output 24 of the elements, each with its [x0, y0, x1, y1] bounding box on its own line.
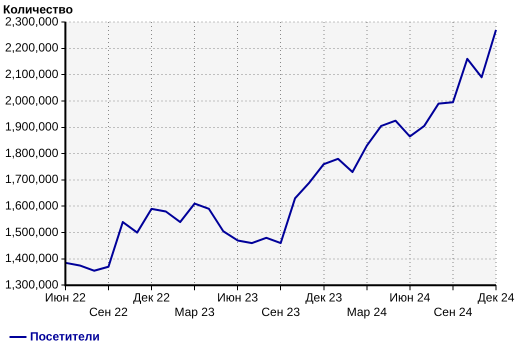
y-tick-label: 2,200,000: [4, 40, 59, 55]
x-tick-label: Сен 23: [261, 305, 300, 320]
x-tick-label: Дек 23: [305, 290, 342, 305]
y-tick-label: 1,600,000: [4, 198, 59, 213]
y-tick-label: 1,300,000: [4, 278, 59, 292]
y-tick-label: 1,400,000: [4, 251, 59, 266]
y-tick-label: 1,800,000: [4, 146, 59, 160]
x-tick-label: Июн 23: [217, 290, 258, 305]
y-tick-label: 1,900,000: [4, 120, 59, 134]
x-tick-label: Июн 24: [389, 290, 431, 305]
x-tick-label: Сен 22: [89, 305, 128, 320]
y-tick-label: 2,000,000: [4, 93, 59, 108]
y-tick-label: 1,700,000: [4, 172, 59, 186]
y-tick-label: 2,100,000: [4, 66, 59, 81]
x-tick-label: Мар 23: [174, 305, 215, 320]
x-tick-label: Мар 24: [346, 305, 388, 320]
x-tick-label: Дек 24: [478, 290, 515, 305]
x-tick-label: Июн 22: [44, 290, 86, 305]
x-tick-label: Сен 24: [434, 305, 473, 320]
y-tick-label: 1,500,000: [4, 224, 59, 239]
y-tick-label: 2,300,000: [4, 14, 59, 28]
y-axis-title: Количество: [3, 2, 73, 16]
x-tick-label: Дек 22: [133, 290, 170, 305]
legend-label: Посетители: [30, 329, 100, 344]
